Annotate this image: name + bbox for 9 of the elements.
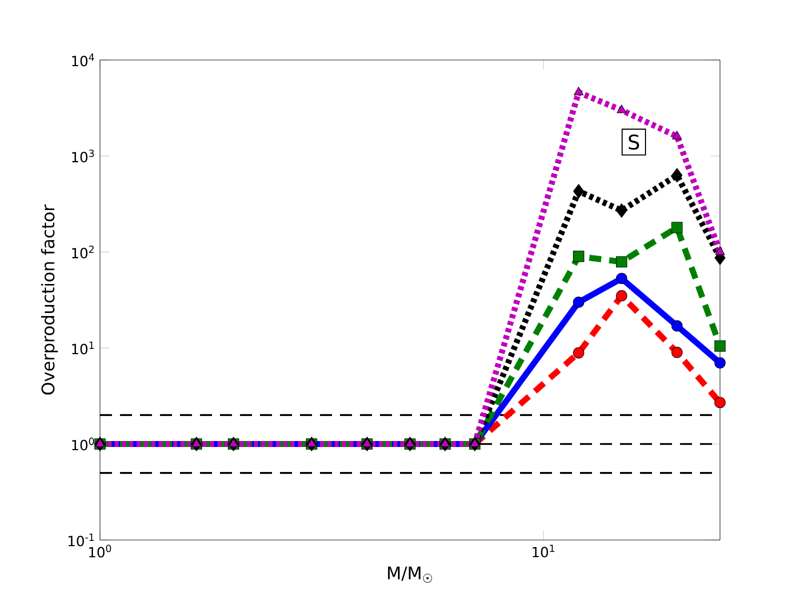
annotation: S <box>628 134 640 150</box>
y-axis-title: Overproduction factor <box>41 204 58 395</box>
x-axis-title: M/M$_{☉}$ <box>388 566 432 583</box>
y-tick-label: 10$^{2}$ <box>72 246 94 258</box>
y-tick-label: 10$^{3}$ <box>72 150 94 162</box>
y-tick-label: 10$^{1}$ <box>72 342 94 354</box>
y-tick-label: 10$^{0}$ <box>72 438 94 450</box>
y-tick-label: 10$^{-1}$ <box>68 534 94 546</box>
y-tick-label: 10$^{4}$ <box>72 54 94 66</box>
